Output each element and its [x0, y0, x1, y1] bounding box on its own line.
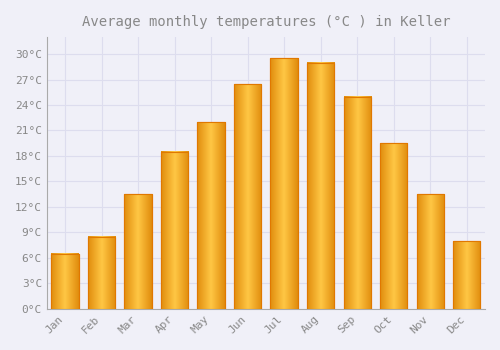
Bar: [161, 152, 188, 309]
Bar: [453, 241, 480, 309]
Bar: [344, 97, 371, 309]
Bar: [270, 58, 298, 309]
Bar: [124, 194, 152, 309]
Bar: [234, 84, 262, 309]
Bar: [453, 241, 480, 309]
Bar: [270, 58, 298, 309]
Bar: [416, 194, 444, 309]
Bar: [161, 152, 188, 309]
Bar: [52, 253, 79, 309]
Bar: [234, 84, 262, 309]
Bar: [344, 97, 371, 309]
Bar: [52, 253, 79, 309]
Bar: [124, 194, 152, 309]
Bar: [88, 237, 116, 309]
Title: Average monthly temperatures (°C ) in Keller: Average monthly temperatures (°C ) in Ke…: [82, 15, 450, 29]
Bar: [307, 63, 334, 309]
Bar: [307, 63, 334, 309]
Bar: [198, 122, 225, 309]
Bar: [198, 122, 225, 309]
Bar: [88, 237, 116, 309]
Bar: [380, 143, 407, 309]
Bar: [380, 143, 407, 309]
Bar: [416, 194, 444, 309]
